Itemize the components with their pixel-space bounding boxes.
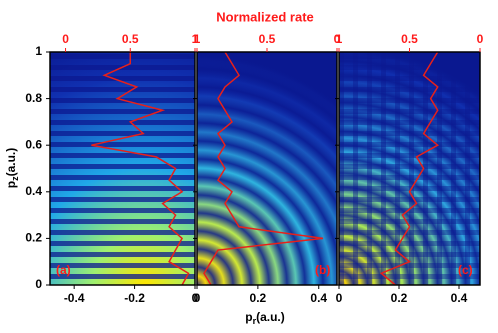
x-tick-label: 0.2: [250, 291, 267, 305]
y-tick-label: 0.2: [25, 231, 42, 245]
x-axis-label: pr(a.u.): [245, 310, 285, 326]
y-tick-label: 0.8: [25, 91, 42, 105]
r-tick-label: 0.5: [401, 32, 418, 46]
panel-frame: [49, 51, 196, 286]
x-axis-label-sub: r: [253, 316, 257, 326]
y-tick-label: 0: [35, 277, 42, 291]
x-tick-label: 0: [192, 291, 199, 305]
panel-label: (b): [315, 263, 330, 277]
chart-title: Normalized rate: [216, 9, 314, 24]
panel-label: (a): [56, 263, 71, 277]
r-tick-label: 0.5: [122, 32, 139, 46]
r-tick-label: 0.5: [259, 32, 276, 46]
x-tick-label: -0.2: [124, 291, 145, 305]
y-tick-label: 0.6: [25, 137, 42, 151]
x-tick-label: 0: [336, 291, 343, 305]
r-tick-label: 1: [336, 32, 343, 46]
y-tick-label: 0.4: [25, 184, 42, 198]
x-tick-label: 0: [194, 291, 201, 305]
x-tick-label: 0.2: [391, 291, 408, 305]
x-axis-label-base: p: [245, 310, 252, 324]
heatmaps: [50, 52, 480, 285]
y-axis-label-unit: (a.u.): [4, 148, 18, 177]
r-tick-label: 0: [334, 32, 341, 46]
rate-curve: [203, 51, 324, 286]
r-tick-label: 0: [62, 32, 69, 46]
x-tick-label: 0.4: [451, 291, 468, 305]
rate-curve: [379, 51, 440, 286]
y-axis-label-sub: z: [10, 176, 20, 181]
panel-label: (c): [458, 263, 473, 277]
r-tick-label: 1: [194, 32, 201, 46]
x-axis-label-unit: (a.u.): [256, 310, 285, 324]
y-axis-label: pz(a.u.): [4, 148, 20, 189]
r-tick-label: 1: [192, 32, 199, 46]
x-tick-label: -0.4: [64, 291, 85, 305]
y-axis-label-base: p: [4, 181, 18, 188]
r-tick-label: 0: [477, 32, 484, 46]
y-tick-label: 1: [35, 44, 42, 58]
x-tick-label: 0.4: [310, 291, 327, 305]
rate-curve: [91, 52, 190, 286]
